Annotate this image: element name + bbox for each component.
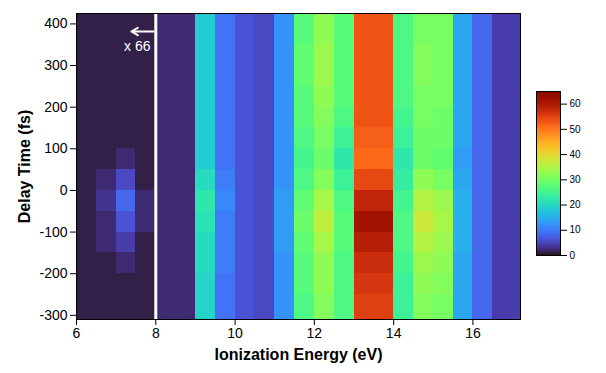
svg-text:-100: -100 (39, 224, 67, 240)
svg-text:60: 60 (570, 98, 582, 109)
svg-text:40: 40 (570, 149, 582, 160)
svg-text:-300: -300 (39, 307, 67, 323)
svg-text:6: 6 (73, 325, 81, 341)
svg-text:400: 400 (44, 15, 68, 31)
svg-text:0: 0 (60, 182, 68, 198)
svg-text:x 66: x 66 (124, 38, 151, 54)
svg-text:14: 14 (386, 325, 402, 341)
svg-text:300: 300 (44, 57, 68, 73)
svg-text:-200: -200 (39, 265, 67, 281)
svg-text:200: 200 (44, 99, 68, 115)
svg-text:8: 8 (152, 325, 160, 341)
svg-text:Ionization Energy (eV): Ionization Energy (eV) (214, 346, 382, 363)
svg-text:20: 20 (570, 199, 582, 210)
svg-text:50: 50 (570, 124, 582, 135)
svg-text:12: 12 (307, 325, 323, 341)
svg-text:Delay Time (fs): Delay Time (fs) (16, 110, 33, 224)
svg-text:100: 100 (44, 140, 68, 156)
svg-text:30: 30 (570, 174, 582, 185)
svg-text:0: 0 (570, 250, 576, 261)
svg-text:10: 10 (570, 224, 582, 235)
svg-text:16: 16 (465, 325, 481, 341)
svg-text:10: 10 (227, 325, 243, 341)
